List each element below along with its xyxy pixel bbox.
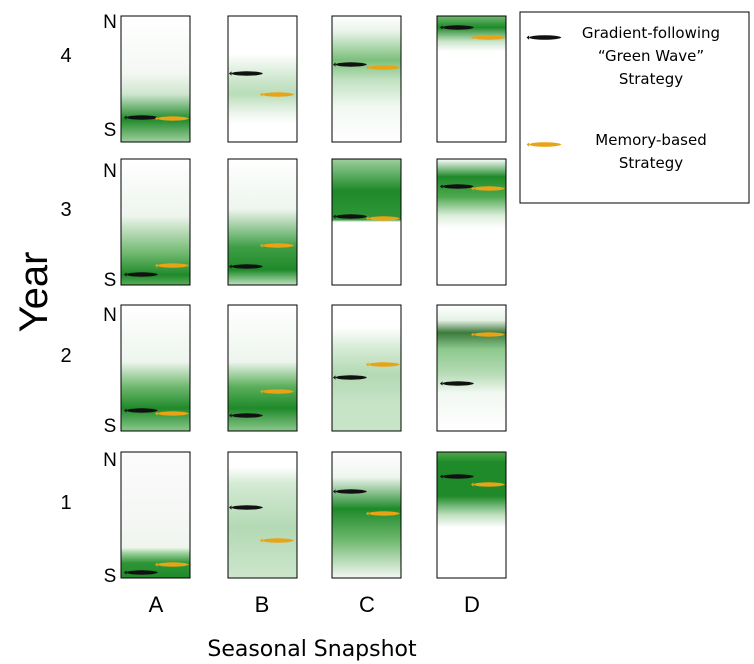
panel-3-C xyxy=(331,158,402,286)
year-label-3: 3 xyxy=(60,199,71,221)
panel-1-A xyxy=(120,451,191,579)
year-row-1: 1 N S xyxy=(60,450,507,587)
year-row-3: 3 N S xyxy=(60,158,507,291)
year-row-4: 4 N S xyxy=(60,12,507,143)
y-axis-title: Year xyxy=(12,252,56,333)
panel-1-D xyxy=(436,451,507,579)
legend-memory-line1: Memory-based xyxy=(595,131,706,149)
panel-4-D xyxy=(436,15,507,143)
south-label: S xyxy=(104,120,117,141)
south-label: S xyxy=(104,566,117,587)
panel-2-D xyxy=(436,304,507,432)
panel-3-A xyxy=(120,158,191,286)
panel-4-C xyxy=(331,15,402,143)
legend-gradient-line1: Gradient-following xyxy=(582,24,720,42)
north-label: N xyxy=(103,161,117,182)
column-labels: A B C D xyxy=(149,592,480,617)
year-row-2: 2 N S xyxy=(60,304,507,437)
legend: Gradient-following “Green Wave” Strategy… xyxy=(519,11,750,204)
panel-1-B xyxy=(227,451,298,579)
legend-box xyxy=(519,11,750,204)
column-label-C: C xyxy=(359,592,375,617)
south-label: S xyxy=(104,270,117,291)
year-label-2: 2 xyxy=(60,345,71,367)
north-label: N xyxy=(103,12,117,33)
panel-3-B xyxy=(227,158,298,286)
panel-2-C xyxy=(331,304,402,432)
north-label: N xyxy=(103,305,117,326)
panel-1-C xyxy=(331,451,402,579)
panel-4-A xyxy=(120,15,191,143)
panel-4-B xyxy=(227,15,298,143)
panel-3-D xyxy=(436,158,507,286)
column-label-B: B xyxy=(255,592,270,617)
panel-2-B xyxy=(227,304,298,432)
north-label: N xyxy=(103,450,117,471)
year-label-4: 4 xyxy=(60,45,71,67)
year-label-1: 1 xyxy=(60,492,71,514)
legend-memory-line2: Strategy xyxy=(619,154,683,172)
x-axis-title: Seasonal Snapshot xyxy=(207,637,417,662)
column-label-D: D xyxy=(464,592,480,617)
panel-2-A xyxy=(120,304,191,432)
south-label: S xyxy=(104,416,117,437)
legend-gradient-line2: “Green Wave” xyxy=(598,47,704,65)
legend-gradient-line3: Strategy xyxy=(619,70,683,88)
column-label-A: A xyxy=(149,592,164,617)
